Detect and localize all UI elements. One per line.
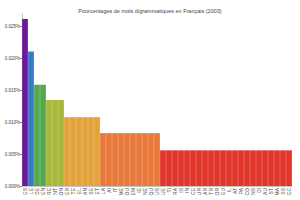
svg-text:AR: AR bbox=[202, 188, 208, 195]
svg-text:AT: AT bbox=[232, 188, 238, 194]
svg-text:AN: AN bbox=[82, 188, 88, 195]
svg-text:US: US bbox=[154, 188, 160, 195]
svg-text:0.005%: 0.005% bbox=[5, 152, 20, 157]
svg-text:ER: ER bbox=[64, 188, 70, 195]
svg-text:LA: LA bbox=[100, 188, 106, 195]
svg-text:NS: NS bbox=[250, 188, 256, 195]
svg-text:RA: RA bbox=[172, 188, 178, 195]
svg-text:EL: EL bbox=[76, 188, 82, 195]
svg-text:NT: NT bbox=[52, 188, 58, 195]
svg-text:DI: DI bbox=[256, 188, 262, 193]
svg-text:ET: ET bbox=[94, 188, 100, 195]
svg-text:AU: AU bbox=[262, 188, 268, 195]
svg-text:ST: ST bbox=[268, 188, 274, 195]
svg-text:ES: ES bbox=[22, 188, 28, 195]
svg-text:EM: EM bbox=[130, 188, 136, 196]
svg-text:IN: IN bbox=[184, 188, 190, 193]
svg-text:LE: LE bbox=[28, 188, 34, 195]
svg-text:OU: OU bbox=[124, 188, 130, 196]
svg-text:0.020%: 0.020% bbox=[5, 56, 20, 61]
svg-text:MA: MA bbox=[274, 188, 280, 196]
svg-text:EC: EC bbox=[286, 188, 292, 195]
svg-text:IS: IS bbox=[178, 188, 184, 193]
svg-text:OR: OR bbox=[214, 188, 220, 196]
svg-text:IL: IL bbox=[226, 188, 232, 193]
svg-text:NE: NE bbox=[142, 188, 148, 195]
svg-text:RE: RE bbox=[46, 188, 52, 195]
svg-text:TE: TE bbox=[70, 188, 76, 195]
svg-text:IT: IT bbox=[112, 188, 118, 193]
svg-text:EN: EN bbox=[40, 188, 46, 195]
svg-text:Pourcentages de mots digrammat: Pourcentages de mots digrammatiques en F… bbox=[78, 8, 222, 14]
svg-text:0.015%: 0.015% bbox=[5, 88, 20, 93]
svg-text:SE: SE bbox=[88, 188, 94, 195]
svg-text:ME: ME bbox=[118, 188, 124, 196]
svg-text:UE: UE bbox=[160, 188, 166, 195]
svg-text:0.010%: 0.010% bbox=[5, 120, 20, 125]
svg-text:EU: EU bbox=[220, 188, 226, 195]
svg-text:SS: SS bbox=[280, 188, 286, 195]
svg-text:TR: TR bbox=[208, 188, 214, 195]
svg-text:DE: DE bbox=[34, 188, 40, 195]
svg-text:ON: ON bbox=[58, 188, 64, 196]
svg-text:0.025%: 0.025% bbox=[5, 24, 20, 29]
svg-text:QU: QU bbox=[148, 188, 154, 196]
svg-text:AI: AI bbox=[106, 188, 112, 193]
svg-text:IE: IE bbox=[136, 188, 142, 193]
svg-text:TI: TI bbox=[166, 188, 172, 193]
svg-text:CO: CO bbox=[244, 188, 250, 196]
svg-text:0.000%: 0.000% bbox=[5, 184, 20, 189]
svg-text:PA: PA bbox=[238, 188, 244, 195]
svg-text:UR: UR bbox=[196, 188, 202, 196]
svg-text:CE: CE bbox=[190, 188, 196, 195]
